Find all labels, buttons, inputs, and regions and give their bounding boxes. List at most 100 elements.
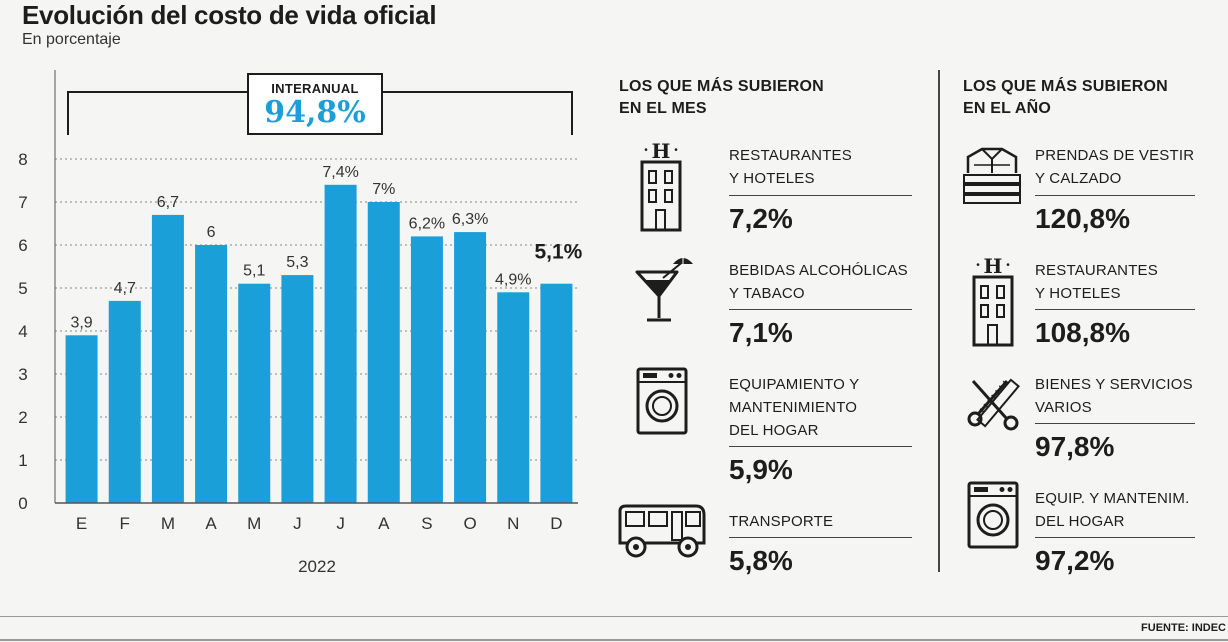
- x-tick-label: E: [76, 514, 87, 533]
- bar: [281, 275, 314, 503]
- year-item-1-line2: Y CALZADO: [1035, 170, 1122, 187]
- y-tick-label: 5: [18, 279, 27, 298]
- scissors-comb-icon: [967, 378, 1020, 431]
- y-tick-label: 0: [18, 494, 27, 513]
- year-item-label: PRENDAS DE VESTIR Y CALZADO: [1035, 144, 1194, 190]
- column-separator: [938, 70, 940, 572]
- cocktail-icon: [635, 256, 693, 322]
- folded-clothes-icon: [963, 147, 1021, 204]
- year-item-3-line2: VARIOS: [1035, 399, 1092, 416]
- year-item-value: 97,2%: [1035, 545, 1115, 576]
- month-item-value: 7,2%: [729, 203, 793, 234]
- svg-text:H: H: [652, 139, 671, 163]
- axes: 0 1 2 3 4 5 6 7 8 E F M A M J J A S O N D: [18, 70, 578, 533]
- month-item-3-line1: EQUIPAMIENTO Y: [729, 376, 860, 393]
- divider: [1035, 423, 1195, 424]
- year-item-label: EQUIP. Y MANTENIM. DEL HOGAR: [1035, 487, 1189, 533]
- year-item-value: 108,8%: [1035, 317, 1130, 348]
- bar: [454, 232, 487, 503]
- year-heading-line1: LOS QUE MÁS SUBIERON: [963, 78, 1168, 95]
- year-item-value: 97,8%: [1035, 431, 1115, 462]
- month-item-2-line1: BEBIDAS ALCOHÓLICAS: [729, 262, 908, 279]
- bar: [238, 283, 271, 503]
- year-item-value: 120,8%: [1035, 203, 1130, 234]
- chart-subtitle: En porcentaje: [22, 31, 121, 48]
- svg-text:•: •: [1006, 260, 1010, 271]
- data-label: 5,3: [286, 254, 308, 271]
- x-tick-label: S: [421, 514, 432, 533]
- interanual-value: 94,8%: [264, 95, 366, 130]
- month-item-1-line1: RESTAURANTES: [729, 147, 852, 164]
- x-tick-label: M: [161, 514, 175, 533]
- month-heading-line2: EN EL MES: [619, 100, 707, 117]
- x-tick-label: A: [378, 514, 390, 533]
- month-item-label: TRANSPORTE: [729, 510, 833, 533]
- month-heading-line1: LOS QUE MÁS SUBIERON: [619, 78, 824, 95]
- interanual-label: INTERANUAL: [271, 81, 359, 96]
- bottom-rule: [0, 616, 1228, 617]
- data-label: 6,2%: [409, 215, 445, 232]
- divider: [729, 446, 912, 447]
- x-tick-label: D: [550, 514, 562, 533]
- year-item-2-line1: RESTAURANTES: [1035, 262, 1158, 279]
- data-label: 7,4%: [322, 164, 358, 181]
- month-item-value: 7,1%: [729, 317, 793, 348]
- divider: [729, 195, 912, 196]
- svg-text:•: •: [644, 145, 648, 156]
- x-tick-label: J: [336, 514, 345, 533]
- bar: [410, 236, 443, 503]
- year-item-4-line2: DEL HOGAR: [1035, 513, 1125, 530]
- x-tick-label: N: [507, 514, 519, 533]
- year-heading-line2: EN EL AÑO: [963, 100, 1052, 117]
- year-item-1-line1: PRENDAS DE VESTIR: [1035, 147, 1195, 164]
- svg-text:•: •: [674, 145, 678, 156]
- interanual-box: INTERANUAL 94,8%: [247, 73, 383, 135]
- month-item-value: 5,8%: [729, 545, 793, 576]
- y-tick-label: 1: [18, 451, 27, 470]
- x-tick-label: J: [293, 514, 302, 533]
- hotel-icon: H • •: [972, 254, 1014, 347]
- y-tick-label: 4: [18, 322, 27, 341]
- x-tick-label: F: [120, 514, 130, 533]
- y-tick-label: 8: [18, 150, 27, 169]
- bar: [497, 292, 530, 503]
- data-label: 3,9: [70, 314, 92, 331]
- data-label: 6,3%: [452, 211, 488, 228]
- bars: 3,9 4,7 6,7 6 5,1 5,3 7,4% 7% 6,2% 6,3% 4,9%5,1%: [65, 164, 583, 504]
- year-item-3-line1: BIENES Y SERVICIOS: [1035, 376, 1193, 393]
- bar: [540, 283, 573, 503]
- bar: [195, 245, 228, 503]
- data-label: 6: [207, 224, 216, 241]
- interanual-bracket: [67, 91, 573, 135]
- grid-lines: [55, 158, 578, 461]
- month-item-label: BEBIDAS ALCOHÓLICAS Y TABACO: [729, 259, 908, 305]
- x-tick-label: A: [205, 514, 217, 533]
- month-item-label: EQUIPAMIENTO Y MANTENIMIENTO DEL HOGAR: [729, 373, 859, 442]
- y-tick-label: 3: [18, 365, 27, 384]
- year-item-4-line1: EQUIP. Y MANTENIM.: [1035, 490, 1190, 507]
- divider: [1035, 309, 1195, 310]
- data-label: 5,1%: [534, 241, 582, 264]
- month-column-heading: LOS QUE MÁS SUBIERON EN EL MES: [619, 76, 824, 120]
- hotel-icon: H • •: [640, 139, 682, 232]
- x-axis-title: 2022: [298, 557, 336, 576]
- chart-title: Evolución del costo de vida oficial: [22, 0, 437, 30]
- month-item-3-line2: MANTENIMIENTO: [729, 399, 858, 416]
- washing-machine-icon: [967, 481, 1019, 549]
- x-tick-label: O: [463, 514, 476, 533]
- bar: [324, 184, 357, 504]
- x-tick-label: M: [247, 514, 261, 533]
- bar: [108, 300, 141, 503]
- year-item-2-line2: Y HOTELES: [1035, 285, 1121, 302]
- data-label: 4,7: [114, 280, 136, 297]
- bar: [367, 202, 400, 503]
- bottom-rule-lower: [0, 639, 1228, 641]
- data-label: 7%: [372, 181, 395, 198]
- bar-chart: 3,9 4,7 6,7 6 5,1 5,3 7,4% 7% 6,2% 6,3% 4,9%5,1% 0…: [18, 70, 583, 576]
- data-label: 6,7: [157, 194, 179, 211]
- month-item-4-line1: TRANSPORTE: [729, 513, 834, 530]
- month-item-3-line3: DEL HOGAR: [729, 422, 819, 439]
- y-tick-label: 7: [18, 193, 27, 212]
- year-item-label: RESTAURANTES Y HOTELES: [1035, 259, 1158, 305]
- year-column-heading: LOS QUE MÁS SUBIERON EN EL AÑO: [963, 76, 1168, 120]
